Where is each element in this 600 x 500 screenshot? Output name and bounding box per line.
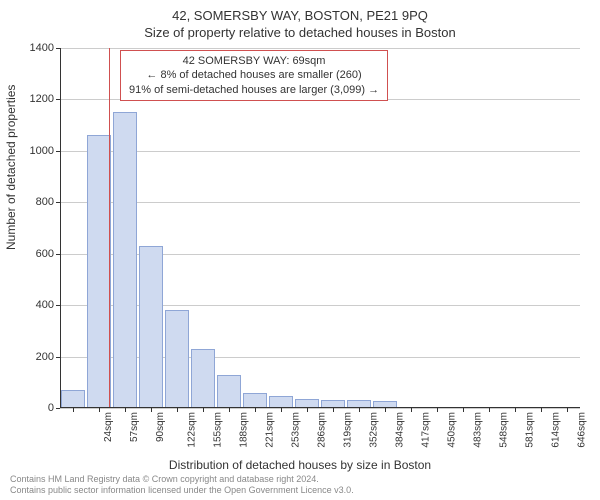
x-tick-label: 548sqm <box>499 412 510 448</box>
annotation-line-3: 91% of semi-detached houses are larger (… <box>129 83 379 97</box>
histogram-bar <box>61 390 86 408</box>
histogram-bar <box>217 375 242 408</box>
grid-line <box>60 151 580 152</box>
x-tick-label: 417sqm <box>421 412 432 448</box>
chart-annotation-box: 42 SOMERSBY WAY: 69sqm ← 8% of detached … <box>120 50 388 101</box>
x-tick-mark <box>489 408 490 412</box>
x-tick-label: 646sqm <box>577 412 588 448</box>
y-tick-label: 400 <box>36 299 54 311</box>
histogram-bar <box>87 135 112 408</box>
chart-plot-area: 020040060080010001200140024sqm57sqm90sqm… <box>60 48 580 408</box>
x-tick-label: 384sqm <box>395 412 406 448</box>
x-tick-mark <box>177 408 178 412</box>
x-tick-label: 483sqm <box>473 412 484 448</box>
y-tick-label: 1000 <box>30 145 54 157</box>
y-tick-label: 600 <box>36 248 54 260</box>
x-tick-mark <box>437 408 438 412</box>
x-tick-label: 188sqm <box>239 412 250 448</box>
x-tick-mark <box>567 408 568 412</box>
annotation-line-2: ← 8% of detached houses are smaller (260… <box>129 68 379 82</box>
x-tick-mark <box>463 408 464 412</box>
grid-line <box>60 202 580 203</box>
histogram-bar <box>191 349 216 408</box>
histogram-bar <box>139 246 164 408</box>
x-tick-label: 90sqm <box>155 412 166 442</box>
x-tick-mark <box>229 408 230 412</box>
x-tick-mark <box>515 408 516 412</box>
y-axis-line <box>60 48 61 408</box>
x-tick-label: 581sqm <box>525 412 536 448</box>
grid-line <box>60 408 580 409</box>
x-tick-mark <box>359 408 360 412</box>
x-tick-mark <box>307 408 308 412</box>
y-tick-mark <box>56 408 60 409</box>
x-tick-label: 57sqm <box>129 412 140 442</box>
x-tick-mark <box>385 408 386 412</box>
property-marker-line <box>109 48 110 408</box>
x-tick-mark <box>541 408 542 412</box>
y-tick-label: 0 <box>48 402 54 414</box>
x-axis-label: Distribution of detached houses by size … <box>0 458 600 472</box>
x-tick-label: 24sqm <box>103 412 114 442</box>
footer-attribution: Contains HM Land Registry data © Crown c… <box>10 474 354 496</box>
x-tick-label: 450sqm <box>447 412 458 448</box>
x-tick-mark <box>333 408 334 412</box>
footer-line-1: Contains HM Land Registry data © Crown c… <box>10 474 354 485</box>
y-tick-label: 1200 <box>30 93 54 105</box>
x-tick-mark <box>411 408 412 412</box>
x-tick-mark <box>73 408 74 412</box>
x-tick-mark <box>99 408 100 412</box>
x-axis-line <box>60 407 580 408</box>
footer-line-2: Contains public sector information licen… <box>10 485 354 496</box>
x-tick-mark <box>255 408 256 412</box>
x-tick-label: 319sqm <box>343 412 354 448</box>
grid-line <box>60 48 580 49</box>
x-tick-mark <box>125 408 126 412</box>
page-subtitle: Size of property relative to detached ho… <box>0 23 600 44</box>
x-tick-label: 221sqm <box>265 412 276 448</box>
y-axis-label: Number of detached properties <box>4 85 18 250</box>
x-tick-mark <box>151 408 152 412</box>
annotation-line-1: 42 SOMERSBY WAY: 69sqm <box>129 54 379 68</box>
x-tick-mark <box>203 408 204 412</box>
histogram-bar <box>113 112 138 408</box>
x-tick-label: 155sqm <box>213 412 224 448</box>
x-tick-label: 122sqm <box>187 412 198 448</box>
histogram-bar <box>243 393 268 408</box>
histogram-bar <box>165 310 190 408</box>
y-tick-label: 1400 <box>30 42 54 54</box>
x-tick-label: 286sqm <box>317 412 328 448</box>
x-tick-label: 253sqm <box>291 412 302 448</box>
x-tick-label: 352sqm <box>369 412 380 448</box>
y-tick-label: 200 <box>36 351 54 363</box>
x-tick-mark <box>281 408 282 412</box>
x-tick-label: 614sqm <box>551 412 562 448</box>
page-title: 42, SOMERSBY WAY, BOSTON, PE21 9PQ <box>0 0 600 23</box>
y-tick-label: 800 <box>36 196 54 208</box>
